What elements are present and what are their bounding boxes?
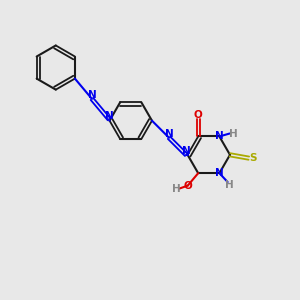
Text: H: H <box>225 180 234 190</box>
Text: O: O <box>183 181 192 190</box>
Text: S: S <box>249 153 256 163</box>
Text: H: H <box>229 128 238 139</box>
Text: N: N <box>215 131 224 142</box>
Text: H: H <box>172 184 180 194</box>
Text: N: N <box>88 90 96 100</box>
Text: N: N <box>215 168 224 178</box>
Text: O: O <box>194 110 203 120</box>
Text: N: N <box>165 129 173 139</box>
Text: N: N <box>182 146 190 156</box>
Text: N: N <box>105 111 113 121</box>
